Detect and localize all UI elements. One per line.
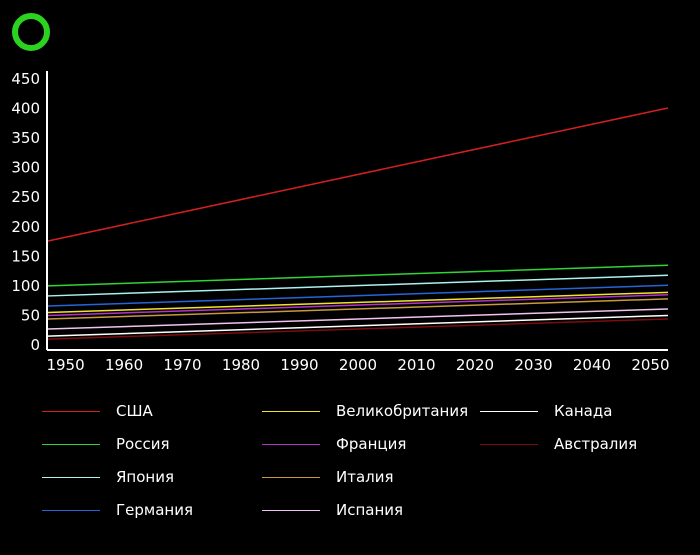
y-tick-label: 0 (30, 336, 40, 354)
legend-swatch (480, 410, 538, 412)
legend-label: США (116, 402, 153, 420)
legend-swatch (262, 443, 320, 445)
legend-item: Великобритания (262, 402, 468, 420)
x-tick-label: 2010 (397, 356, 435, 374)
y-tick-label: 300 (11, 159, 40, 177)
x-tick-label: 1960 (105, 356, 143, 374)
x-tick-label: 2000 (339, 356, 377, 374)
legend-label: Испания (336, 501, 404, 519)
legend-swatch (42, 476, 100, 478)
legend-item: США (42, 402, 153, 420)
series-line (47, 318, 669, 340)
legend-item: Япония (42, 468, 174, 486)
legend-item: Канада (480, 402, 612, 420)
series-line (47, 308, 669, 330)
y-tick-label: 450 (11, 70, 40, 88)
series-line (47, 291, 669, 314)
series-line (47, 274, 669, 297)
series-line (47, 284, 669, 307)
y-tick-label: 100 (11, 277, 40, 295)
x-tick-label: 2050 (631, 356, 669, 374)
legend-label: Австралия (554, 435, 638, 453)
legend-item: Италия (262, 468, 394, 486)
series-line (47, 107, 669, 242)
series-line (47, 264, 669, 287)
legend-label: Великобритания (336, 402, 469, 420)
x-tick-label: 2030 (514, 356, 552, 374)
y-tick-label: 250 (11, 188, 40, 206)
legend-swatch (262, 410, 320, 412)
x-tick-label: 2040 (573, 356, 611, 374)
legend-item: Германия (42, 501, 193, 519)
legend-swatch (42, 509, 100, 511)
legend-label: Франция (336, 435, 407, 453)
x-tick-label: 1970 (163, 356, 201, 374)
legend-swatch (262, 476, 320, 478)
x-tick-label: 1980 (222, 356, 260, 374)
legend-item: Австралия (480, 435, 637, 453)
x-tick-label: 1990 (280, 356, 318, 374)
legend-swatch (480, 443, 538, 445)
logo-ring-icon (12, 13, 50, 51)
y-tick-label: 400 (11, 100, 40, 118)
legend-label: Япония (116, 468, 174, 486)
legend-label: Германия (116, 501, 193, 519)
y-tick-label: 150 (11, 247, 40, 265)
legend-item: Франция (262, 435, 406, 453)
legend-swatch (262, 509, 320, 511)
line-chart: 0 50 100 150 200 250 300 350 400 450 1950 1960 1970 1… (11, 70, 669, 374)
legend-label: Италия (336, 468, 394, 486)
x-tick-label: 1950 (46, 356, 84, 374)
legend-item: Россия (42, 435, 170, 453)
y-tick-label: 350 (11, 129, 40, 147)
legend-label: Канада (554, 402, 613, 420)
legend-label: Россия (116, 435, 170, 453)
series-line (47, 298, 669, 320)
legend-swatch (42, 443, 100, 445)
series-line (47, 294, 669, 317)
legend-swatch (42, 410, 100, 412)
series-line (47, 314, 669, 337)
y-tick-label: 200 (11, 218, 40, 236)
y-tick-label: 50 (21, 306, 40, 324)
x-tick-label: 2020 (456, 356, 494, 374)
legend-item: Испания (262, 501, 403, 519)
